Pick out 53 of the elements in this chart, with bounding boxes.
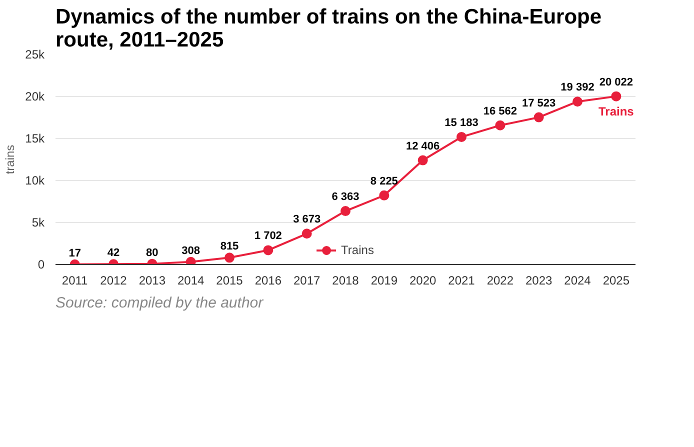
data-label: 6 363 [332,191,360,204]
y-tick-label: 10k [25,174,46,188]
y-axis-title: trains [3,144,18,174]
data-label: 16 562 [483,105,517,118]
point [379,190,390,200]
x-tick-label: 2017 [293,274,321,288]
data-label: 17 [68,247,81,260]
data-label: 815 [220,240,239,253]
x-tick-label: 2013 [138,274,166,288]
data-label: 308 [182,244,200,257]
data-label: 15 183 [444,116,478,129]
y-tick-label: 20k [25,90,46,104]
point [534,112,544,122]
data-label: 8 225 [370,175,398,188]
x-tick-label: 2021 [448,274,476,288]
data-label: 12 406 [406,140,440,152]
x-tick-label: 2016 [254,274,282,288]
x-tick-label: 2024 [564,274,592,288]
point [572,96,582,107]
y-tick-label: 0 [38,258,45,272]
y-tick-label: 15k [25,132,46,146]
x-tick-label: 2019 [370,274,398,288]
x-tick-label: 2023 [525,274,553,288]
x-tick-label: 2014 [177,274,205,288]
x-tick-label: 2018 [332,274,360,288]
point [340,206,350,216]
point [611,91,622,102]
point [418,155,428,166]
data-label: 17 523 [522,97,556,110]
y-tick-label: 25k [25,48,46,62]
x-tick-label: 2015 [216,274,244,288]
x-tick-label: 2022 [486,274,514,288]
point [495,120,506,130]
text: Trains [598,104,634,118]
data-label: 20 022 [599,76,633,88]
point [456,132,466,142]
data-label: 1 702 [254,230,282,242]
x-tick-label: 2012 [100,274,128,288]
source-note: Source: compiled by the author [56,294,264,312]
y-tick-label: 5k [32,216,46,230]
chart-title: Dynamics of the number of trains on the China-Europe route, 2011–2025 [56,6,602,52]
point [263,245,274,256]
data-label: 3 673 [293,214,321,226]
point [224,252,234,263]
x-tick-label: 2025 [602,274,630,288]
point [186,256,196,264]
x-tick-label: 2011 [62,274,88,288]
data-label: 42 [107,247,120,260]
point [302,228,312,239]
x-tick-label: 2020 [409,274,437,288]
data-label: 80 [146,246,158,259]
legend-label: Trains [341,243,374,257]
data-label: 19 392 [560,82,594,94]
